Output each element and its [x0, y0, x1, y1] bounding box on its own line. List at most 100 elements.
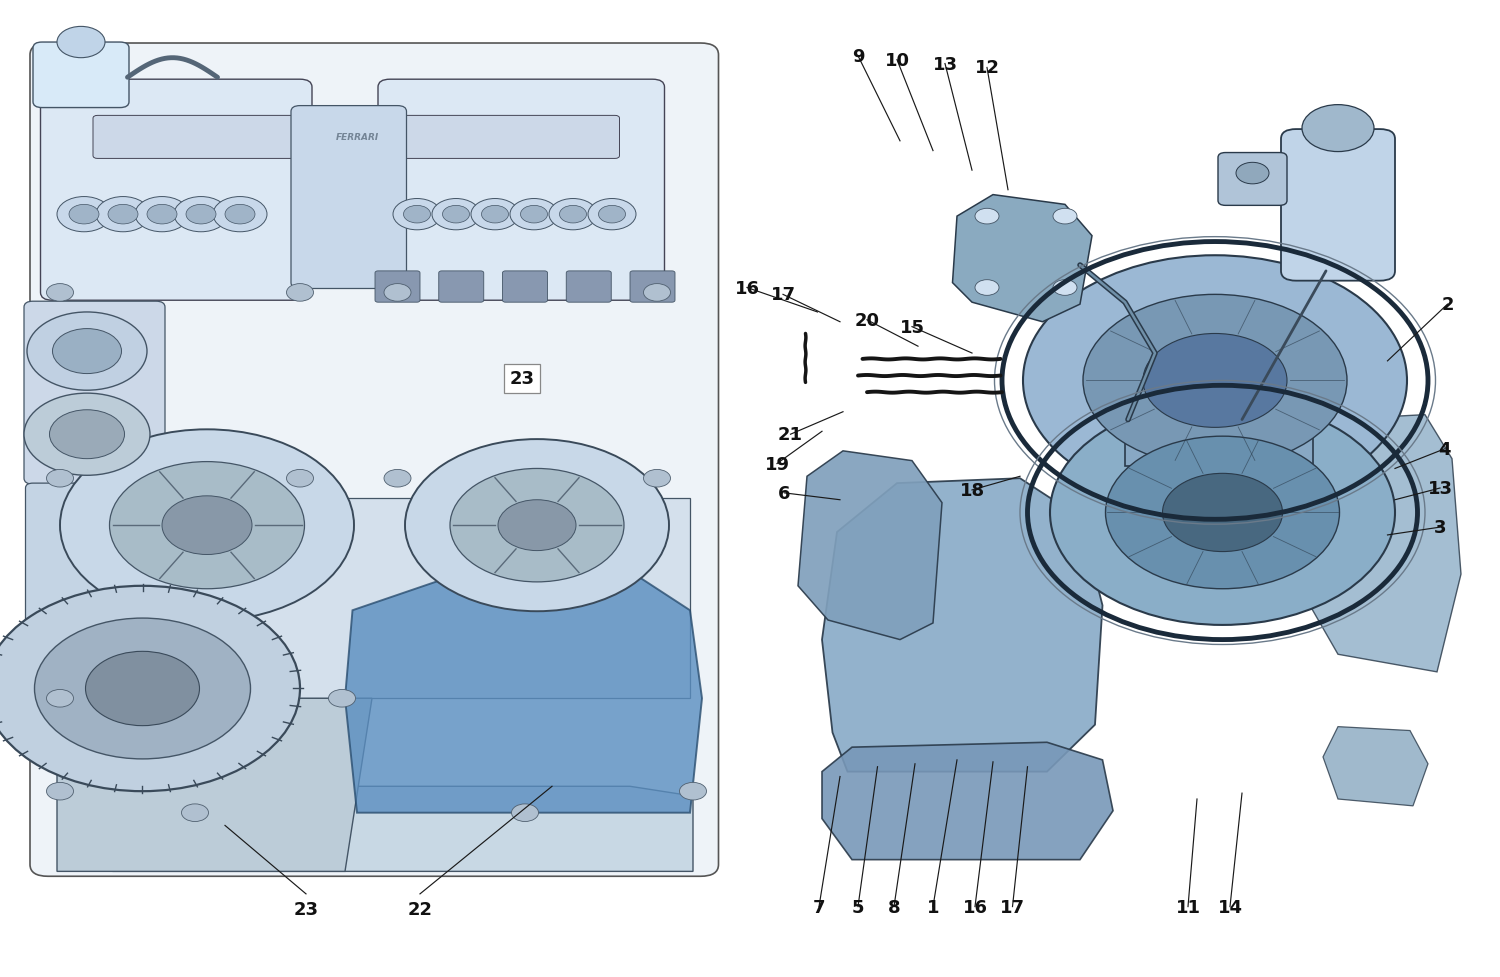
- Text: 17: 17: [771, 286, 795, 304]
- Circle shape: [442, 206, 470, 224]
- Circle shape: [384, 284, 411, 302]
- Circle shape: [405, 440, 669, 612]
- FancyBboxPatch shape: [30, 44, 718, 876]
- Text: 17: 17: [1000, 898, 1024, 915]
- Circle shape: [512, 804, 538, 822]
- Polygon shape: [798, 451, 942, 640]
- Circle shape: [393, 199, 441, 231]
- Circle shape: [286, 284, 314, 302]
- FancyBboxPatch shape: [93, 116, 620, 159]
- Circle shape: [96, 197, 150, 233]
- FancyBboxPatch shape: [438, 272, 483, 303]
- Circle shape: [147, 205, 177, 225]
- Text: 15: 15: [900, 319, 924, 336]
- Circle shape: [404, 206, 430, 224]
- Circle shape: [975, 280, 999, 296]
- Circle shape: [471, 199, 519, 231]
- Circle shape: [182, 804, 209, 822]
- FancyBboxPatch shape: [26, 484, 148, 703]
- Text: 10: 10: [885, 52, 909, 69]
- FancyBboxPatch shape: [1281, 130, 1395, 281]
- Text: 1: 1: [927, 898, 939, 915]
- Circle shape: [34, 618, 251, 759]
- FancyBboxPatch shape: [40, 80, 312, 301]
- Circle shape: [560, 206, 586, 224]
- Circle shape: [110, 462, 304, 589]
- Text: 12: 12: [975, 60, 999, 77]
- Text: 7: 7: [813, 898, 825, 915]
- Circle shape: [520, 206, 548, 224]
- Text: FERRARI: FERRARI: [336, 133, 378, 143]
- FancyBboxPatch shape: [1218, 153, 1287, 206]
- Text: 14: 14: [1218, 898, 1242, 915]
- Circle shape: [53, 329, 122, 374]
- Polygon shape: [952, 195, 1092, 322]
- Text: 21: 21: [778, 426, 802, 444]
- Circle shape: [549, 199, 597, 231]
- FancyBboxPatch shape: [24, 302, 165, 485]
- Circle shape: [69, 205, 99, 225]
- Circle shape: [1143, 334, 1287, 428]
- Circle shape: [644, 470, 670, 488]
- FancyBboxPatch shape: [291, 106, 406, 289]
- Text: 5: 5: [852, 898, 864, 915]
- Circle shape: [1162, 474, 1282, 552]
- Circle shape: [1053, 280, 1077, 296]
- Text: 23: 23: [294, 900, 318, 917]
- Polygon shape: [112, 786, 693, 871]
- Circle shape: [482, 206, 508, 224]
- Text: 19: 19: [765, 455, 789, 473]
- Polygon shape: [822, 743, 1113, 860]
- Circle shape: [1053, 209, 1077, 225]
- Polygon shape: [1125, 396, 1312, 467]
- Circle shape: [46, 690, 74, 707]
- Circle shape: [46, 783, 74, 800]
- Polygon shape: [57, 699, 372, 871]
- Circle shape: [598, 206, 625, 224]
- Circle shape: [27, 313, 147, 391]
- Polygon shape: [57, 498, 690, 699]
- Text: 6: 6: [778, 485, 790, 502]
- Text: 8: 8: [888, 898, 900, 915]
- Circle shape: [213, 197, 267, 233]
- Text: 23: 23: [510, 370, 534, 388]
- Text: 20: 20: [855, 312, 879, 329]
- Circle shape: [135, 197, 189, 233]
- FancyBboxPatch shape: [33, 43, 129, 108]
- Text: 3: 3: [1434, 519, 1446, 536]
- Text: 13: 13: [1428, 480, 1452, 497]
- Circle shape: [57, 197, 111, 233]
- Circle shape: [50, 410, 124, 459]
- Circle shape: [975, 209, 999, 225]
- Text: 22: 22: [408, 900, 432, 917]
- Text: 9: 9: [852, 48, 864, 65]
- Text: 13: 13: [933, 56, 957, 73]
- Circle shape: [450, 469, 624, 582]
- Circle shape: [1236, 163, 1269, 185]
- Polygon shape: [822, 479, 1102, 772]
- Circle shape: [328, 690, 356, 707]
- Circle shape: [108, 205, 138, 225]
- Circle shape: [24, 394, 150, 476]
- Text: 11: 11: [1176, 898, 1200, 915]
- Circle shape: [162, 496, 252, 555]
- Polygon shape: [345, 572, 702, 813]
- Circle shape: [86, 652, 200, 726]
- Circle shape: [174, 197, 228, 233]
- Circle shape: [0, 586, 300, 791]
- Polygon shape: [1308, 415, 1461, 672]
- FancyBboxPatch shape: [375, 272, 420, 303]
- Circle shape: [1302, 106, 1374, 152]
- Circle shape: [286, 470, 314, 488]
- Circle shape: [680, 783, 706, 800]
- Text: 2: 2: [1442, 296, 1454, 314]
- Text: 16: 16: [735, 279, 759, 297]
- Circle shape: [57, 27, 105, 59]
- Circle shape: [1106, 437, 1340, 589]
- Text: 16: 16: [963, 898, 987, 915]
- FancyBboxPatch shape: [503, 272, 548, 303]
- Circle shape: [225, 205, 255, 225]
- Circle shape: [46, 470, 74, 488]
- FancyBboxPatch shape: [567, 272, 612, 303]
- Text: 18: 18: [960, 482, 984, 499]
